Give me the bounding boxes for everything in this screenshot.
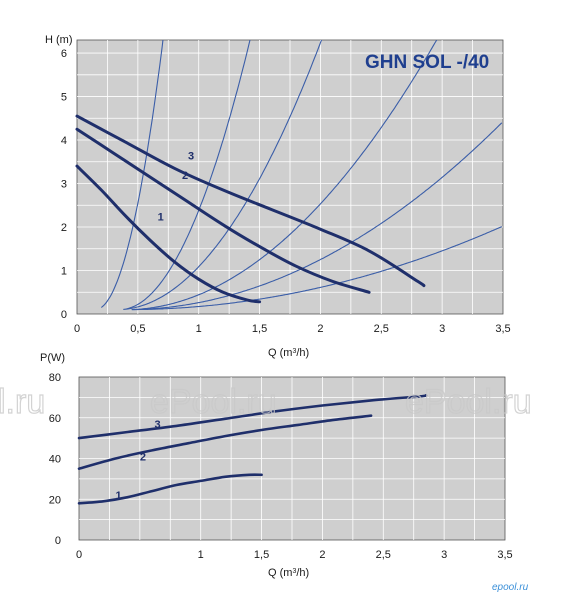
power-y-axis-label: P(W) bbox=[40, 352, 65, 364]
power-curve-label: 1 bbox=[116, 490, 122, 502]
head-curve-label: 1 bbox=[158, 211, 164, 223]
x-tick-label: 0,5 bbox=[130, 323, 145, 335]
x-tick-label: 3 bbox=[439, 323, 445, 335]
y-tick-label: 6 bbox=[61, 48, 67, 60]
head-y-axis-label: H (m) bbox=[45, 34, 73, 46]
head-y-ticks: 0 1 2 3 4 5 6 bbox=[61, 48, 67, 321]
head-x-ticks: 0 0,5 1 1,5 2 2,5 3 3,5 bbox=[74, 323, 511, 335]
head-curve-2 bbox=[75, 127, 371, 294]
power-grid bbox=[79, 377, 505, 540]
y-tick-label: 2 bbox=[61, 222, 67, 234]
x-tick-label: 1,5 bbox=[254, 549, 269, 561]
power-curve-label: 2 bbox=[140, 451, 146, 463]
y-tick-label: 1 bbox=[61, 266, 67, 278]
y-tick-label: 0 bbox=[55, 535, 61, 547]
power-x-ticks: 0 1 1,5 2 2,5 3 3,5 bbox=[76, 549, 513, 561]
head-curve-label: 3 bbox=[188, 151, 194, 163]
head-curve-labels: 1 23 bbox=[158, 151, 195, 224]
x-tick-label: 1 bbox=[196, 323, 202, 335]
system-curve bbox=[123, 40, 323, 310]
x-tick-label: 3,5 bbox=[495, 323, 510, 335]
system-curve bbox=[131, 40, 438, 311]
chart-title: GHN SOL -/40 bbox=[365, 52, 489, 73]
head-series bbox=[75, 114, 426, 304]
power-curve-1 bbox=[77, 473, 263, 505]
x-tick-label: 0 bbox=[74, 323, 80, 335]
system-curve bbox=[131, 122, 503, 311]
y-tick-label: 40 bbox=[49, 454, 61, 466]
head-x-axis-label: Q (m3/h) bbox=[268, 347, 309, 359]
y-tick-label: 60 bbox=[49, 413, 61, 425]
x-tick-label: 2 bbox=[319, 549, 325, 561]
head-x-axis-label-prefix: Q (m bbox=[268, 347, 292, 359]
brand-logo: epool.ru bbox=[492, 582, 529, 593]
power-x-axis-label-prefix: Q (m bbox=[268, 567, 292, 579]
y-tick-label: 0 bbox=[61, 309, 67, 321]
power-series bbox=[77, 394, 428, 505]
power-x-axis-label: Q (m3/h) bbox=[268, 567, 309, 579]
y-tick-label: 4 bbox=[61, 135, 67, 147]
x-tick-label: 2,5 bbox=[374, 323, 389, 335]
watermark-1: ePool.ru bbox=[150, 383, 277, 421]
head-curve-3 bbox=[75, 114, 426, 288]
y-tick-label: 3 bbox=[61, 179, 67, 191]
power-curve-labels: 1 2 3 bbox=[116, 419, 161, 502]
head-curve-1 bbox=[75, 164, 262, 304]
watermark-3: l.ru bbox=[0, 383, 45, 421]
power-y-ticks: 0 20 40 60 80 bbox=[49, 372, 61, 547]
x-tick-label: 2,5 bbox=[376, 549, 391, 561]
power-x-axis-label-suffix: /h) bbox=[296, 567, 309, 579]
y-tick-label: 80 bbox=[49, 372, 61, 384]
system-curve bbox=[131, 226, 503, 311]
head-system-curves bbox=[100, 40, 503, 311]
head-x-axis-label-suffix: /h) bbox=[296, 347, 309, 359]
power-curve-2 bbox=[77, 414, 373, 470]
power-curve-3 bbox=[77, 394, 428, 440]
power-x-axis-label-sup: 3 bbox=[292, 568, 296, 575]
y-tick-label: 5 bbox=[61, 92, 67, 104]
system-curve bbox=[100, 40, 164, 308]
head-curve-label: 2 bbox=[182, 170, 188, 182]
x-tick-label: 0 bbox=[76, 549, 82, 561]
power-curve-label: 3 bbox=[154, 419, 160, 431]
x-tick-label: 1,5 bbox=[252, 323, 267, 335]
x-tick-label: 3,5 bbox=[497, 549, 512, 561]
system-curve bbox=[125, 40, 251, 310]
x-tick-label: 1 bbox=[198, 549, 204, 561]
head-x-axis-label-sup: 3 bbox=[292, 348, 296, 355]
x-tick-label: 3 bbox=[441, 549, 447, 561]
x-tick-label: 2 bbox=[317, 323, 323, 335]
head-grid bbox=[77, 40, 503, 314]
y-tick-label: 20 bbox=[49, 494, 61, 506]
watermark-2: ePool.ru bbox=[405, 383, 532, 421]
